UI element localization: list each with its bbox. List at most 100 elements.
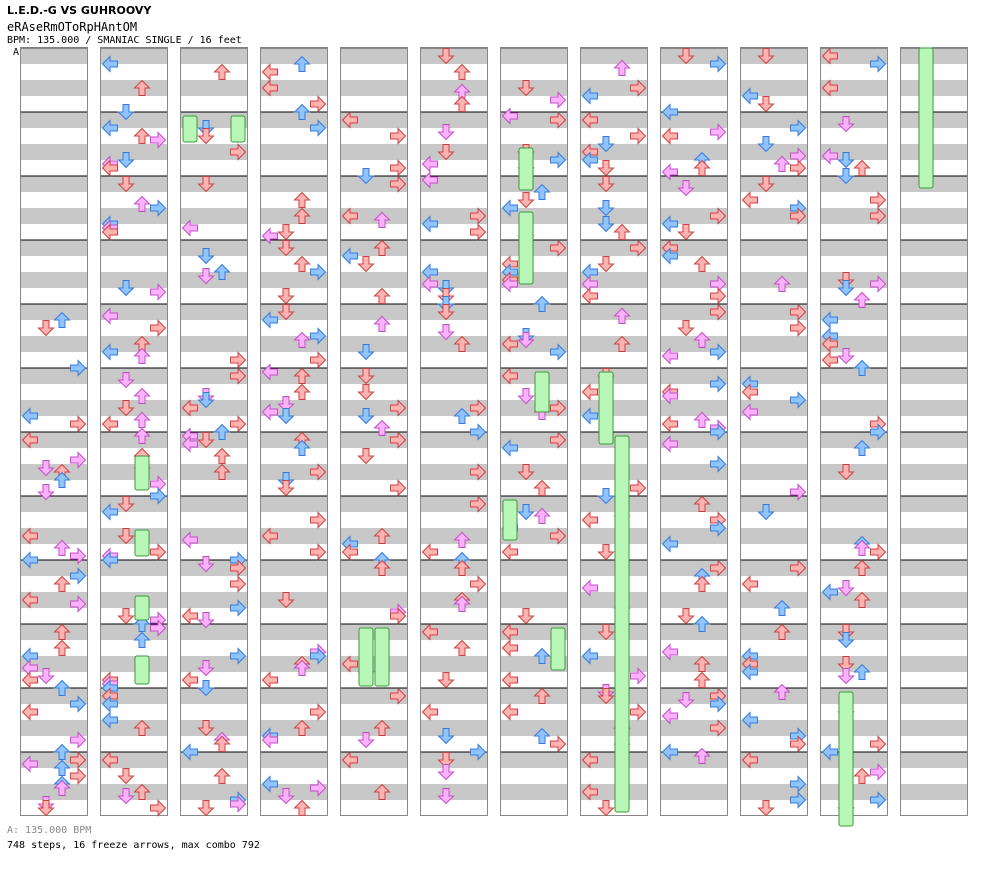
beat-stripe <box>740 592 808 608</box>
beat-stripe <box>20 176 88 192</box>
beat-stripe <box>100 48 168 64</box>
song-subtitle: eRAseRmOToRpHAntOM <box>7 20 138 34</box>
down-arrow <box>517 80 535 97</box>
down-arrow <box>437 728 455 745</box>
right-arrow <box>870 763 887 781</box>
freeze-arrow <box>518 211 534 285</box>
left-arrow <box>821 743 838 761</box>
right-arrow <box>70 595 87 613</box>
right-arrow <box>230 559 247 577</box>
beat-stripe <box>20 112 88 128</box>
right-arrow <box>470 495 487 513</box>
up-arrow <box>853 359 871 376</box>
up-arrow <box>693 615 711 632</box>
up-arrow <box>693 411 711 428</box>
up-arrow <box>133 631 151 648</box>
down-arrow <box>837 152 855 169</box>
beat-stripe <box>580 560 648 576</box>
down-arrow <box>357 732 375 749</box>
beat-stripe <box>580 464 648 480</box>
down-arrow <box>37 460 55 477</box>
beat-stripe <box>20 336 88 352</box>
column-border <box>420 48 488 816</box>
right-arrow <box>870 791 887 809</box>
up-arrow <box>133 783 151 800</box>
up-arrow <box>133 387 151 404</box>
up-arrow <box>53 623 71 640</box>
beat-stripe <box>20 304 88 320</box>
right-arrow <box>710 55 727 73</box>
freeze-arrow <box>502 499 518 541</box>
right-arrow <box>710 423 727 441</box>
left-arrow <box>581 151 598 169</box>
down-arrow <box>357 384 375 401</box>
left-arrow <box>501 335 518 353</box>
down-arrow <box>277 304 295 321</box>
chart-column <box>180 47 248 817</box>
down-arrow <box>197 612 215 629</box>
beat-stripe <box>340 688 408 704</box>
chart-column <box>20 47 88 817</box>
freeze-arrow <box>134 595 150 621</box>
left-arrow <box>341 655 358 673</box>
right-arrow <box>550 399 567 417</box>
up-arrow <box>133 127 151 144</box>
left-arrow <box>581 407 598 425</box>
down-arrow <box>357 448 375 465</box>
down-arrow <box>117 496 135 513</box>
up-arrow <box>853 439 871 456</box>
down-arrow <box>437 124 455 141</box>
beat-stripe <box>20 720 88 736</box>
chart-column <box>100 47 168 817</box>
beat-stripe <box>660 720 728 736</box>
down-arrow <box>357 368 375 385</box>
down-arrow <box>757 800 775 817</box>
right-arrow <box>230 575 247 593</box>
left-arrow <box>421 275 438 293</box>
right-arrow <box>310 703 327 721</box>
beat-stripe <box>420 208 488 224</box>
right-arrow <box>70 547 87 565</box>
beat-stripe <box>180 80 248 96</box>
right-arrow <box>790 159 807 177</box>
right-arrow <box>310 119 327 137</box>
freeze-arrow <box>134 455 150 491</box>
right-arrow <box>230 647 247 665</box>
right-arrow <box>150 799 167 817</box>
right-arrow <box>70 451 87 469</box>
up-arrow <box>293 103 311 120</box>
column-border <box>180 48 248 816</box>
column-border <box>660 48 728 816</box>
beat-stripe <box>580 112 648 128</box>
down-arrow <box>197 680 215 697</box>
down-arrow <box>197 128 215 145</box>
left-arrow <box>821 79 838 97</box>
right-arrow <box>550 111 567 129</box>
up-arrow <box>613 335 631 352</box>
down-arrow <box>117 608 135 625</box>
beat-stripe <box>100 560 168 576</box>
up-arrow <box>773 623 791 640</box>
beat-stripe <box>660 240 728 256</box>
left-arrow <box>501 543 518 561</box>
left-arrow <box>741 87 758 105</box>
freeze-arrow <box>598 371 614 445</box>
right-arrow <box>710 519 727 537</box>
right-arrow <box>790 559 807 577</box>
beat-stripe <box>500 240 568 256</box>
left-arrow <box>501 275 518 293</box>
beat-stripe <box>660 176 728 192</box>
beat-stripe <box>340 304 408 320</box>
beat-stripe <box>900 368 968 384</box>
up-arrow <box>133 411 151 428</box>
freeze-arrow <box>550 627 566 671</box>
chart-column <box>580 47 648 817</box>
up-arrow <box>293 367 311 384</box>
right-arrow <box>630 239 647 257</box>
left-arrow <box>581 783 598 801</box>
up-arrow <box>133 719 151 736</box>
up-arrow <box>693 159 711 176</box>
beat-stripe <box>340 464 408 480</box>
down-arrow <box>597 176 615 193</box>
up-arrow <box>53 743 71 760</box>
